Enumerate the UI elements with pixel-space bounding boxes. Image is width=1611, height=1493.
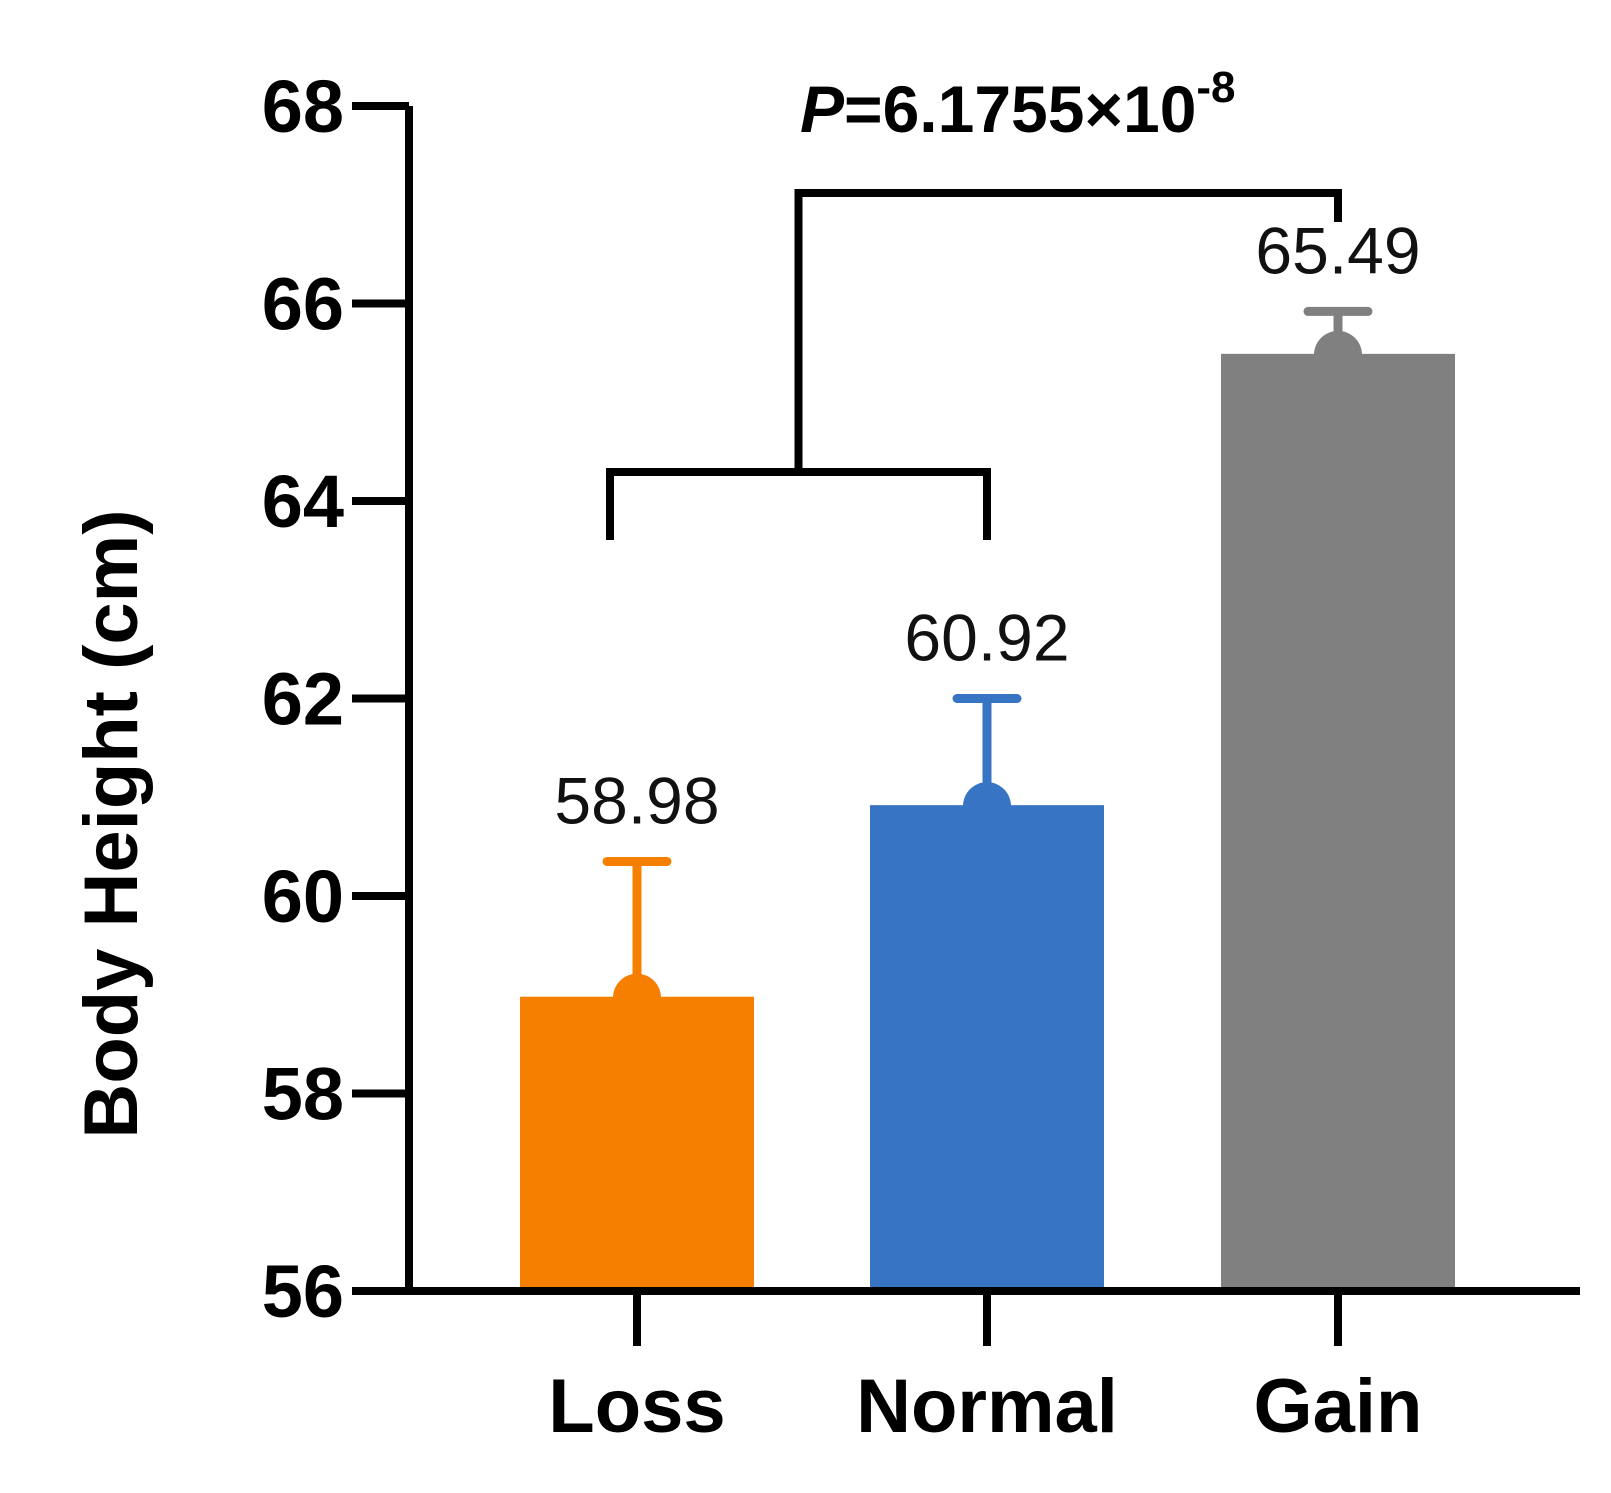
y-tick-label: 64 [262,460,344,543]
x-tick-label-loss: Loss [548,1364,725,1449]
error-bar-base-normal [963,782,1011,807]
x-ticks [633,1291,1342,1346]
value-labels: 58.98 60.92 65.49 [554,213,1420,837]
p-value-prefix: P [800,72,845,146]
y-tick-label: 58 [262,1053,344,1136]
p-value-text: =6.1755×10 [844,72,1196,146]
x-tick-label-gain: Gain [1254,1364,1423,1449]
y-ticks [352,102,409,1295]
bar-gain [1221,353,1455,1287]
bars [520,353,1455,1287]
bar-normal [870,805,1104,1287]
p-value-exponent: -8 [1196,63,1235,112]
x-tick-label-normal: Normal [856,1364,1118,1449]
value-label-loss: 58.98 [554,763,719,837]
p-value-annotation: P=6.1755×10-8 [800,63,1236,146]
significance-bracket-left [606,468,991,540]
significance-bracket-main [794,189,1342,472]
y-tick-label: 56 [262,1250,344,1333]
x-tick-labels: Loss Normal Gain [548,1364,1422,1449]
y-tick-label: 60 [262,855,344,938]
error-bars [602,306,1373,998]
y-tick-label: 68 [262,65,344,148]
error-bar-base-loss [613,973,661,998]
error-bar-base-gain [1314,330,1362,355]
value-label-gain: 65.49 [1255,213,1420,287]
y-axis-title: Body Height (cm) [69,509,154,1138]
y-tick-label: 66 [262,263,344,346]
y-tick-label: 62 [262,658,344,741]
value-label-normal: 60.92 [904,601,1069,675]
bar-loss [520,996,754,1287]
y-tick-labels: 56 58 60 62 64 66 68 [262,65,344,1333]
